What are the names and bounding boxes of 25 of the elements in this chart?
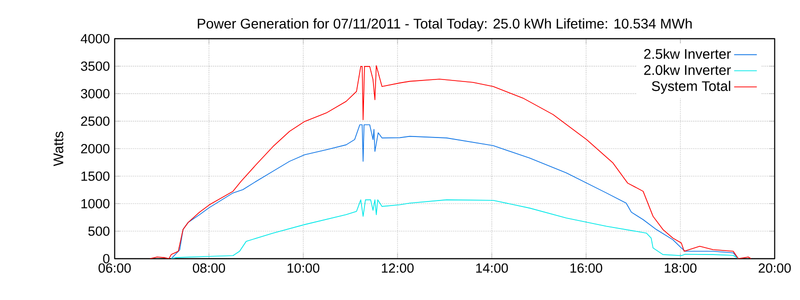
x-tick-label: 16:00 (570, 263, 602, 273)
y-tick-label: 1000 (81, 198, 110, 208)
chart-title: Power Generation for 07/11/2011 - Total Today: 25.0 kWh Lifetime: 10.534 MWh (198, 18, 692, 32)
x-tick-label: 10:00 (288, 263, 320, 273)
legend-label: System Total (652, 80, 730, 94)
legend-label: 2.5kw Inverter (644, 48, 731, 59)
y-tick-label: 2000 (81, 144, 110, 154)
x-tick-label: 06:00 (98, 263, 131, 273)
y-tick-label: 500 (88, 226, 110, 236)
y-tick-label: 0 (103, 254, 110, 264)
x-tick-label: 12:00 (382, 263, 414, 273)
x-tick-label: 08:00 (192, 263, 226, 273)
line-series (170, 199, 739, 259)
y-tick-label: 3500 (80, 61, 110, 71)
y-tick-label: 4000 (80, 34, 110, 44)
x-tick-label: 18:00 (664, 263, 696, 273)
line-series (150, 65, 752, 259)
y-tick-label: 3000 (80, 88, 110, 98)
legend-label: 2.0kw Inverter (644, 64, 731, 75)
line-series (170, 124, 739, 259)
y-tick-label: 1500 (81, 171, 110, 181)
y-axis-title: Watts (54, 132, 64, 166)
y-tick-label: 2500 (81, 116, 110, 126)
x-tick-label: 14:00 (476, 263, 508, 273)
x-tick-label: 20:00 (758, 263, 791, 273)
